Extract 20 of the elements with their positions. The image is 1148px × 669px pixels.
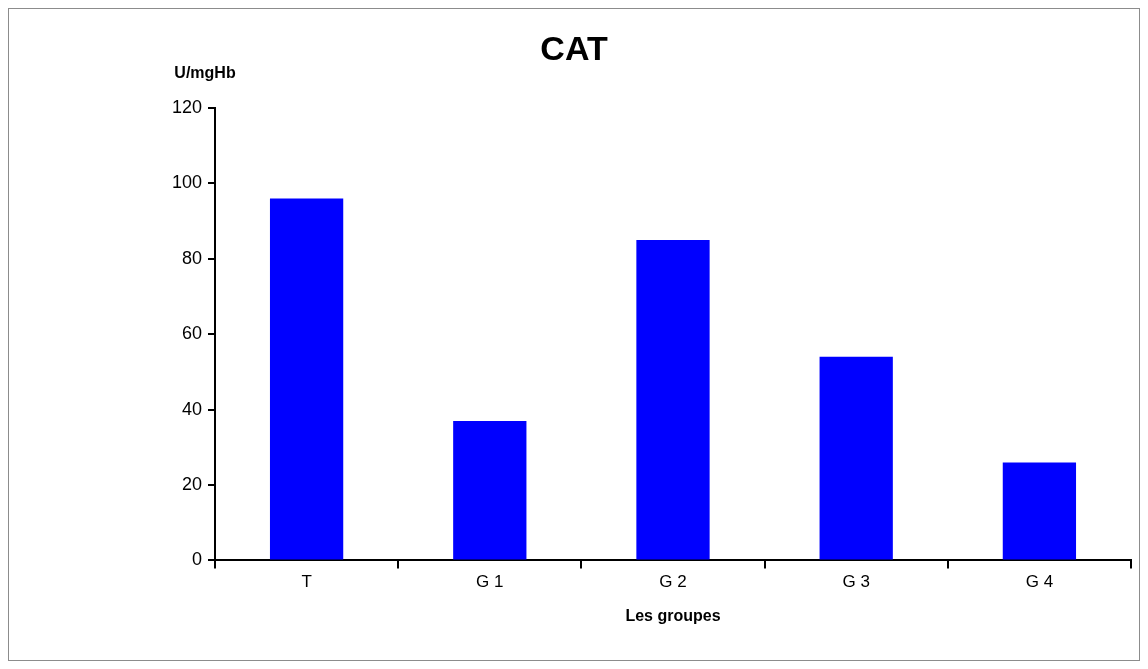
y-tick-label: 40 bbox=[181, 398, 202, 419]
x-tick-label: G 1 bbox=[476, 572, 504, 592]
y-tick-label: 60 bbox=[181, 323, 202, 344]
x-tick-label: G 2 bbox=[659, 572, 687, 592]
bar bbox=[269, 198, 344, 560]
x-axis-title: Les groupes bbox=[625, 606, 721, 624]
bar bbox=[636, 239, 710, 560]
y-tick-label: 100 bbox=[171, 172, 202, 193]
x-tick-label: T bbox=[301, 572, 312, 592]
chart-title: CAT bbox=[540, 29, 608, 68]
y-tick-label: 80 bbox=[181, 247, 202, 268]
x-tick-label: G 3 bbox=[842, 572, 870, 592]
y-tick-label: 20 bbox=[181, 473, 202, 494]
x-tick-label: G 4 bbox=[1025, 572, 1054, 592]
y-axis-title: U/mgHb bbox=[174, 64, 236, 82]
y-tick-label: 0 bbox=[191, 549, 202, 570]
bar bbox=[1002, 462, 1077, 560]
bar bbox=[453, 420, 527, 560]
bar bbox=[819, 356, 893, 560]
y-tick-label: 120 bbox=[171, 96, 202, 117]
